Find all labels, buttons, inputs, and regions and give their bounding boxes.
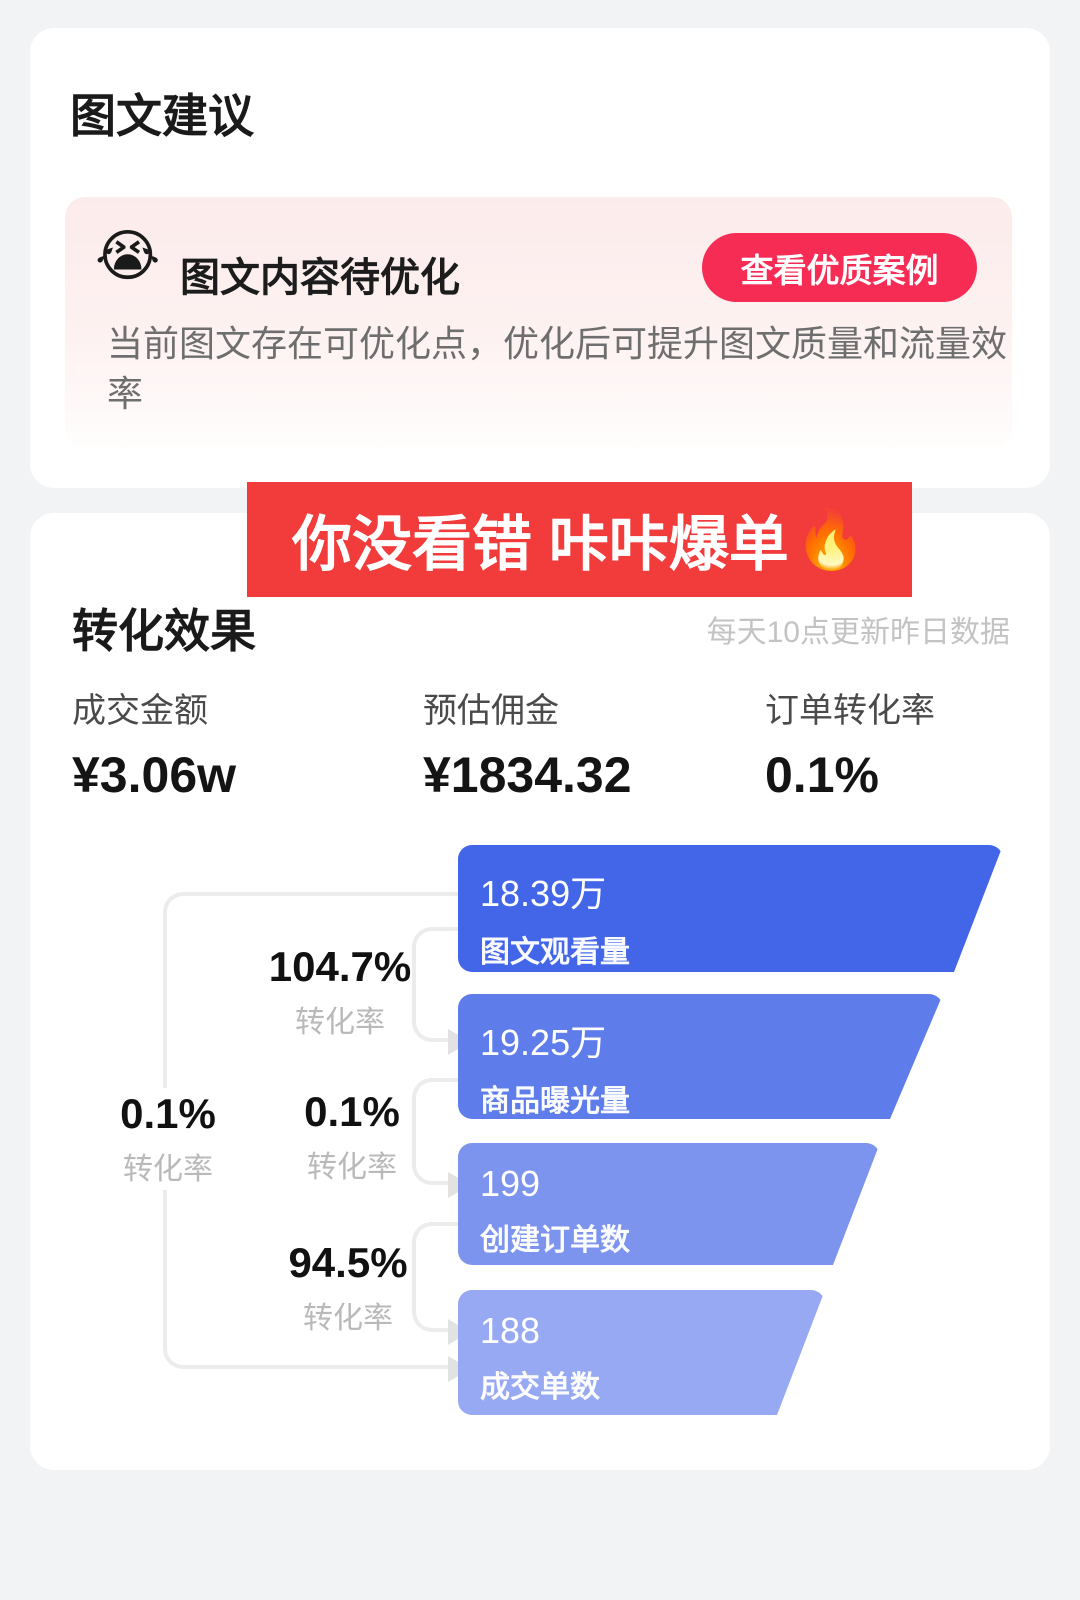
update-note: 每天10点更新昨日数据 xyxy=(706,616,1010,649)
rate-label: 转化率 xyxy=(307,1151,397,1184)
funnel-bracket-3-4 xyxy=(412,1222,458,1332)
conversion-rate-overall: 0.1% 转化率 xyxy=(83,1088,253,1190)
stat-value: 0.1% xyxy=(765,747,879,803)
stage-value: 19.25万 xyxy=(480,1022,607,1063)
stage-value: 199 xyxy=(480,1163,541,1204)
stat-label: 订单转化率 xyxy=(765,692,935,730)
rate-value: 104.7% xyxy=(268,943,412,990)
funnel-stage-exposure: 19.25万 商品曝光量 xyxy=(458,994,943,1119)
stat-value: ¥3.06w xyxy=(72,747,237,803)
stage-label: 商品曝光量 xyxy=(480,1085,630,1118)
suggestion-card-title: 图文建议 xyxy=(70,90,254,142)
funnel-bracket-1-2 xyxy=(412,927,458,1042)
stat-label: 预估佣金 xyxy=(423,692,559,730)
suggestion-card: 图文建议 😭 图文内容待优化 查看优质案例 当前图文存在可优化点，优化后可提升图… xyxy=(30,28,1050,488)
rate-label: 转化率 xyxy=(295,1006,385,1039)
stat-commission: 预估佣金 ¥1834.32 xyxy=(423,683,632,804)
fire-icon: 🔥 xyxy=(794,506,867,572)
funnel-bracket-2-3 xyxy=(412,1078,458,1185)
alert-description: 当前图文存在可优化点，优化后可提升图文质量和流量效率 xyxy=(107,323,1008,414)
funnel-stage-deals: 188 成交单数 xyxy=(458,1290,825,1415)
conversion-card: 转化效果 每天10点更新昨日数据 成交金额 ¥3.06w 预估佣金 ¥1834.… xyxy=(30,513,1050,1470)
stage-value: 18.39万 xyxy=(480,873,607,914)
conversion-rate-orders-deals: 94.5% 转化率 xyxy=(258,1239,438,1337)
view-quality-cases-button[interactable]: 查看优质案例 xyxy=(702,233,977,302)
stage-label: 创建订单数 xyxy=(480,1224,630,1257)
crying-face-icon: 😭 xyxy=(95,224,161,287)
stage-label: 图文观看量 xyxy=(480,936,630,969)
stage-value: 188 xyxy=(480,1310,541,1351)
optimize-alert-panel: 😭 图文内容待优化 查看优质案例 当前图文存在可优化点，优化后可提升图文质量和流… xyxy=(65,197,1012,449)
rate-label: 转化率 xyxy=(123,1153,213,1186)
rate-value: 0.1% xyxy=(120,1090,216,1137)
rate-label: 转化率 xyxy=(303,1302,393,1335)
funnel-stage-views: 18.39万 图文观看量 xyxy=(458,845,1003,972)
conversion-rate-exposure-orders: 0.1% 转化率 xyxy=(267,1088,437,1186)
promo-banner-text: 你没看错 咔咔爆单 xyxy=(292,511,789,578)
stat-order-conversion: 订单转化率 0.1% xyxy=(765,683,935,804)
promo-banner: 你没看错 咔咔爆单 🔥 xyxy=(247,482,912,597)
rate-value: 0.1% xyxy=(304,1088,400,1135)
alert-title: 图文内容待优化 xyxy=(180,256,460,300)
stage-label: 成交单数 xyxy=(480,1371,600,1404)
stat-value: ¥1834.32 xyxy=(423,747,632,803)
stat-label: 成交金额 xyxy=(72,692,208,730)
conversion-rate-views-exposure: 104.7% 转化率 xyxy=(250,943,430,1041)
funnel-stage-orders-created: 199 创建订单数 xyxy=(458,1143,880,1265)
stat-gmv: 成交金额 ¥3.06w xyxy=(72,683,236,804)
rate-value: 94.5% xyxy=(288,1239,408,1286)
conversion-card-title: 转化效果 xyxy=(72,605,256,657)
